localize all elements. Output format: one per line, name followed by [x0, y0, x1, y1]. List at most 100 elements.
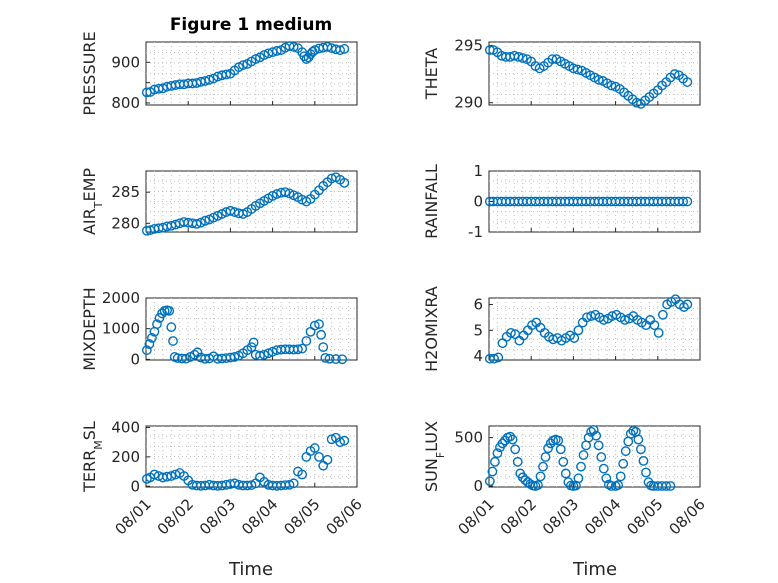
mixdepth-data-point: [152, 319, 162, 329]
mixdepth-data-point: [248, 337, 259, 348]
mixdepth-data-point: [246, 342, 257, 353]
mixdepth-data-point: [330, 354, 341, 364]
mixdepth-data-point: [309, 320, 320, 331]
sun_flux-data-point: [593, 440, 604, 451]
sun_flux-data-point: [558, 456, 569, 467]
pressure-data-point: [299, 51, 310, 62]
sun_flux-data-point: [540, 452, 551, 462]
rainfall-data-point: [682, 196, 693, 207]
sun_flux-data-point: [510, 444, 521, 455]
mixdepth-data-point: [147, 333, 157, 343]
sun_flux-data-point: [615, 471, 626, 482]
pressure-data-point: [288, 41, 299, 52]
terr_msl-data-point: [309, 443, 320, 453]
terr_msl-data-point: [335, 437, 346, 448]
mixdepth-data-point: [189, 349, 200, 360]
subplot-air_temp: 280 285 AIRTEMP: [80, 168, 358, 236]
sun_flux-x-tick-label: 08/02: [497, 495, 540, 538]
mixdepth-data-point: [229, 352, 240, 362]
h2omixra-data-point: [653, 327, 664, 338]
theta-data-point: [517, 53, 528, 63]
terr_msl-x-tick-label: 08/05: [280, 495, 323, 538]
mixdepth-data-point: [164, 305, 175, 316]
rainfall-y-tick-label: 0: [473, 193, 483, 211]
terr_msl-data-point: [326, 434, 337, 445]
pressure-data-point: [271, 46, 282, 56]
sun_flux-x-tick-label: 08/04: [581, 495, 624, 538]
x-axis-label-right: Time: [572, 559, 617, 580]
sun_flux-data-point: [492, 448, 503, 459]
pressure-data-point: [238, 60, 248, 71]
mixdepth-data-point: [324, 353, 335, 364]
h2omixra-data-point: [569, 333, 580, 343]
subplot-h2omixra: 4 5 6 H2OMIXRA: [422, 286, 701, 372]
sun_flux-plot-area: [488, 425, 701, 488]
sun_flux-data-point: [512, 456, 523, 467]
terr_msl-data-point: [288, 478, 299, 489]
mixdepth-data-point: [314, 319, 324, 329]
h2omixra-y-label: H2OMIXRA: [422, 286, 441, 372]
sun_flux-data-point: [606, 481, 617, 491]
pressure-data-point: [339, 44, 350, 54]
h2omixra-data-point: [489, 353, 499, 364]
terr_msl-y-label: TERRMSL: [80, 421, 105, 493]
sun_flux-data-point: [497, 438, 508, 449]
sun_flux-data-point: [596, 452, 607, 462]
mixdepth-data-point: [144, 339, 155, 349]
sun_flux-data-point: [555, 444, 566, 455]
pressure-y-tick-label: 900: [111, 53, 140, 71]
sun_flux-data-point: [636, 444, 646, 455]
sun_flux-data-point: [573, 473, 584, 484]
terr_msl-x-tick-label: 08/02: [154, 495, 197, 538]
mixdepth-data-point: [192, 347, 203, 358]
sun_flux-data-point: [591, 430, 602, 441]
sun_flux-data-point: [543, 443, 553, 454]
sun_flux-x-tick-label: 08/05: [623, 495, 666, 538]
terr_msl-y-tick-label: 400: [111, 418, 140, 436]
sun_flux-data-point: [535, 471, 546, 482]
h2omixra-data-point: [582, 312, 592, 323]
h2omixra-y-tick-label: 4: [473, 347, 483, 365]
terr_msl-data-point: [166, 471, 177, 481]
sun_flux-data-point: [613, 480, 624, 490]
sun_flux-data-point: [633, 434, 644, 445]
air_temp-y-tick-label: 280: [111, 214, 140, 232]
terr_msl-y-tick-label: 200: [111, 448, 140, 466]
mixdepth-data-point: [168, 336, 178, 346]
figure-title: Figure 1 medium: [170, 15, 332, 35]
h2omixra-data-point: [657, 309, 668, 320]
sun_flux-data-point: [578, 450, 589, 460]
air_temp-data-point: [200, 215, 210, 226]
rainfall-y-label: RAINFALL: [422, 164, 441, 239]
theta-y-label: THETA: [422, 48, 441, 100]
sun_flux-data-point: [560, 468, 571, 479]
air_temp-data-point: [225, 205, 236, 216]
pressure-data-point: [335, 45, 346, 56]
x-axis-label-left: Time: [228, 559, 273, 580]
sun_flux-data-point: [487, 466, 498, 477]
h2omixra-data-point: [619, 315, 630, 325]
rainfall-data-point: [484, 196, 495, 207]
sun_flux-data-point: [505, 431, 515, 442]
air_temp-data-point: [191, 219, 202, 229]
terr_msl-y-tick-label: 0: [130, 477, 140, 495]
sun_flux-x-tick-label: 08/03: [539, 495, 582, 538]
mixdepth-y-tick-label: 2000: [102, 289, 140, 307]
sun_flux-data-point: [625, 428, 636, 439]
terr_msl-x-tick-label: 08/06: [323, 495, 366, 538]
sun_flux-data-point: [484, 476, 495, 487]
mixdepth-data-point: [316, 329, 327, 340]
rainfall-y-tick-label: 1: [473, 162, 483, 180]
subplot-theta: 290 295 THETA: [422, 36, 701, 112]
mixdepth-y-label: MIXDEPTH: [80, 287, 99, 370]
sun_flux-data-point: [576, 461, 586, 472]
sun_flux-data-point: [553, 435, 564, 446]
pressure-data-point: [259, 50, 270, 60]
sun_flux-data-point: [517, 472, 528, 483]
terr_msl-data-point: [297, 469, 308, 480]
h2omixra-data-point: [649, 320, 660, 331]
air_temp-y-label: AIRTEMP: [80, 168, 105, 235]
subplot-grid: 800 900 PRESSURE 290 295 THETA 280 285 AIRTEMP -1…: [80, 31, 709, 538]
sun_flux-y-label: SUNFLUX: [422, 421, 447, 492]
